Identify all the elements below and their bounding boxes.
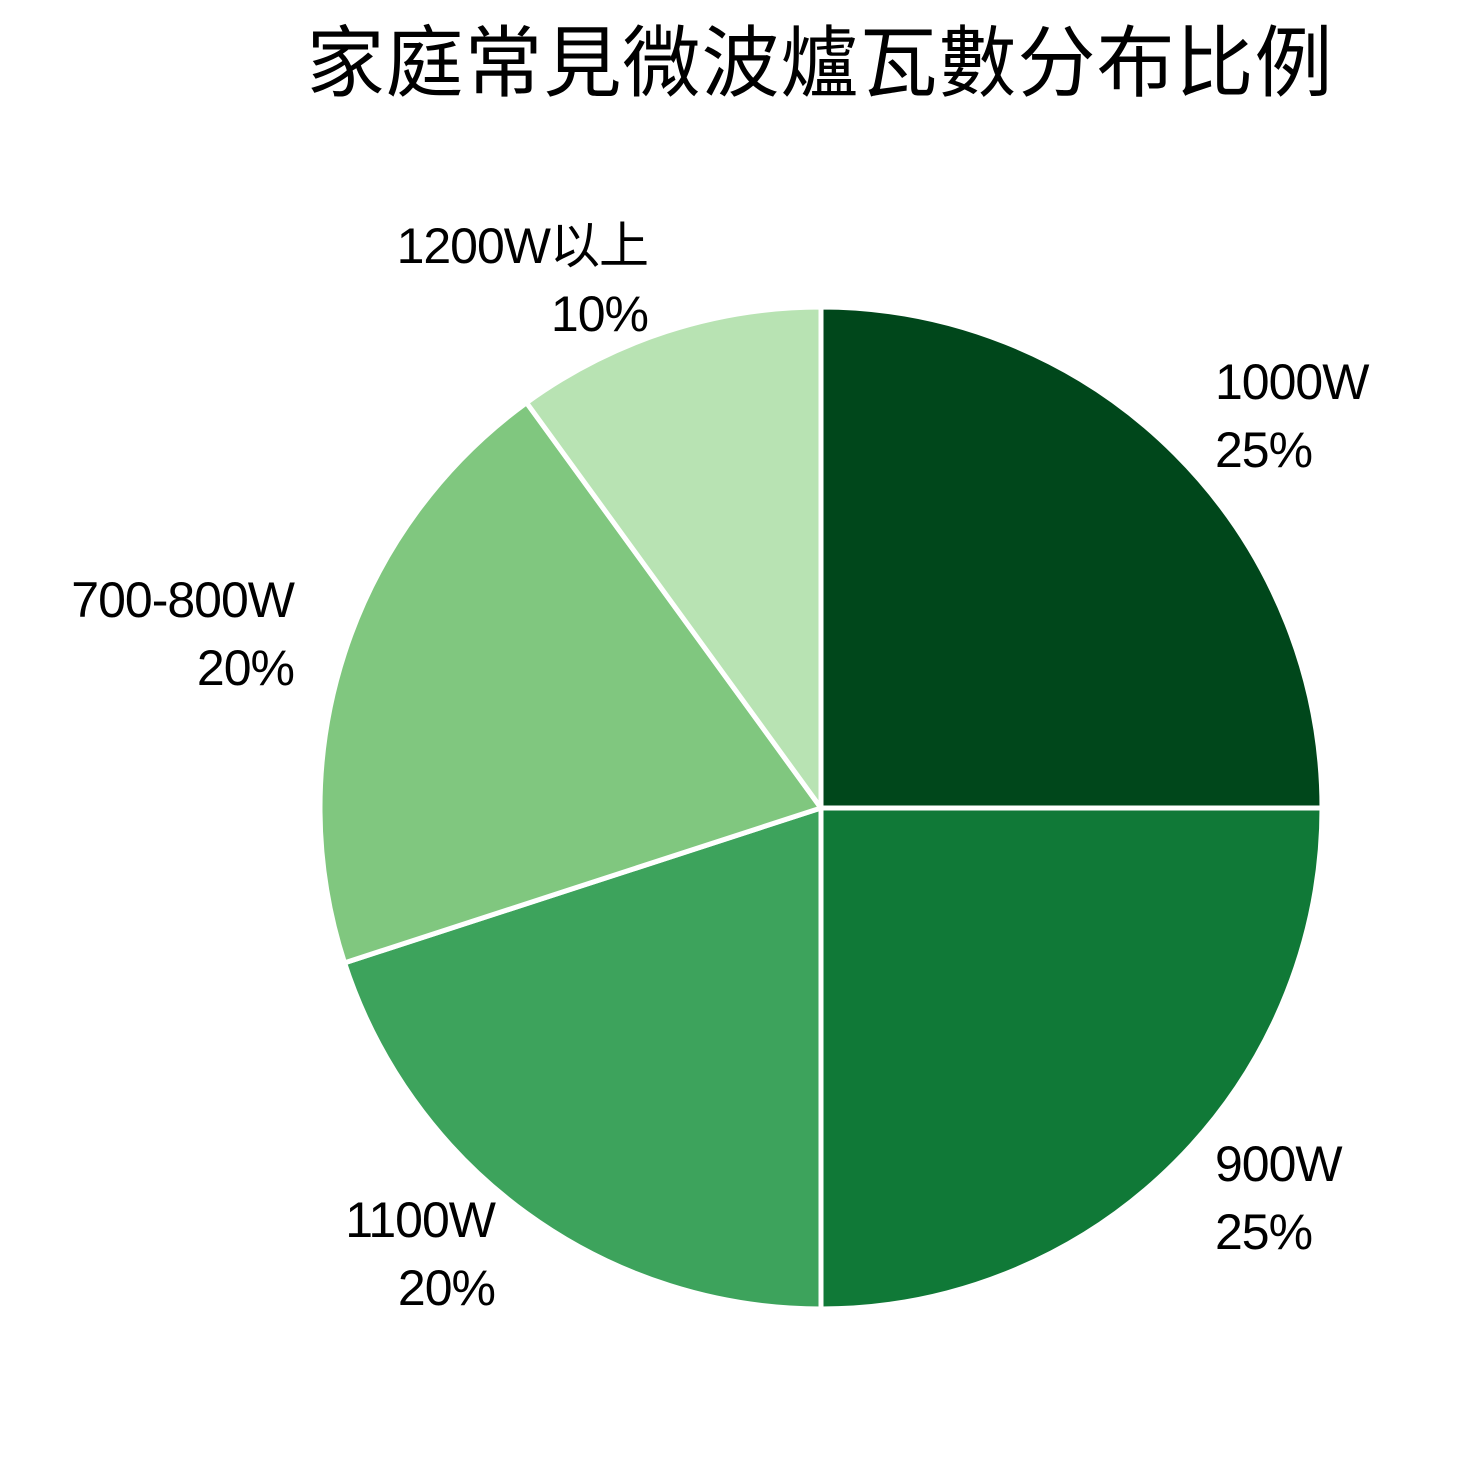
pie-slice-700-800w — [317, 400, 824, 966]
pie-slice-1200w — [524, 304, 824, 811]
label-percent: 25% — [1215, 422, 1313, 478]
pie-slice-900w — [818, 805, 1325, 1312]
label-1000w: 1000W 25% — [1215, 348, 1369, 484]
label-1200w-plus: 1200W以上 10% — [396, 212, 649, 348]
label-percent: 25% — [1215, 1204, 1313, 1260]
label-percent: 20% — [196, 640, 295, 696]
label-700-800w: 700-800W 20% — [71, 566, 295, 702]
label-name: 1100W — [345, 1192, 496, 1248]
label-name: 1000W — [1215, 354, 1369, 410]
pie-slice-1000w — [818, 304, 1325, 811]
label-name: 900W — [1215, 1136, 1343, 1192]
label-percent: 10% — [550, 286, 649, 342]
pie-slice-1100w — [342, 805, 824, 1312]
label-900w: 900W 25% — [1215, 1130, 1343, 1266]
label-1100w: 1100W 20% — [345, 1186, 496, 1322]
label-name: 1200W以上 — [396, 218, 649, 274]
label-name: 700-800W — [71, 572, 295, 628]
label-percent: 20% — [397, 1260, 496, 1316]
chart-title: 家庭常見微波爐瓦數分布比例 — [306, 19, 1334, 109]
